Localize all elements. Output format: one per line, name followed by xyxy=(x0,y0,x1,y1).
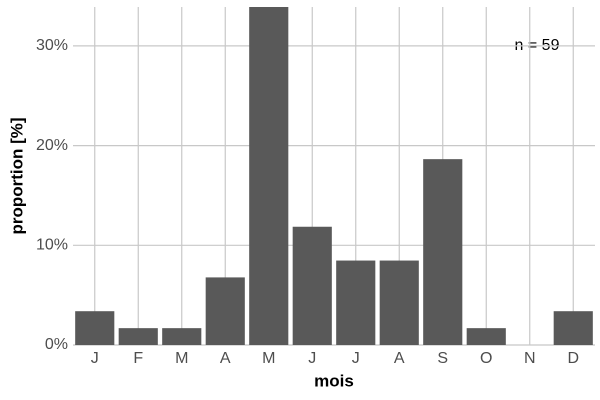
x-tick-label: A xyxy=(394,350,405,367)
x-tick-label: M xyxy=(175,350,188,367)
bar xyxy=(379,260,419,345)
x-tick-label: J xyxy=(91,350,99,367)
x-tick-label: J xyxy=(352,350,360,367)
bar xyxy=(249,7,289,345)
y-tick-label: 20% xyxy=(36,137,68,154)
bar xyxy=(336,260,376,345)
bar xyxy=(75,311,115,345)
bar xyxy=(118,328,158,345)
x-tick-label: M xyxy=(262,350,275,367)
y-tick-label: 0% xyxy=(45,336,68,353)
bar xyxy=(162,328,202,345)
bar xyxy=(423,159,463,345)
x-tick-label: A xyxy=(220,350,231,367)
bar xyxy=(466,328,506,345)
y-tick-label: 10% xyxy=(36,237,68,254)
x-tick-label: J xyxy=(308,350,316,367)
bar xyxy=(292,226,332,345)
x-tick-label: N xyxy=(524,350,536,367)
bar xyxy=(553,311,593,345)
x-tick-label: D xyxy=(567,350,579,367)
x-tick-label: O xyxy=(480,350,492,367)
x-tick-label: S xyxy=(437,350,448,367)
x-tick-label: F xyxy=(133,350,143,367)
y-tick-label: 30% xyxy=(36,37,68,54)
x-axis-title: mois xyxy=(314,371,354,390)
y-axis-title: proportion [%] xyxy=(7,117,26,234)
bar xyxy=(205,277,245,345)
